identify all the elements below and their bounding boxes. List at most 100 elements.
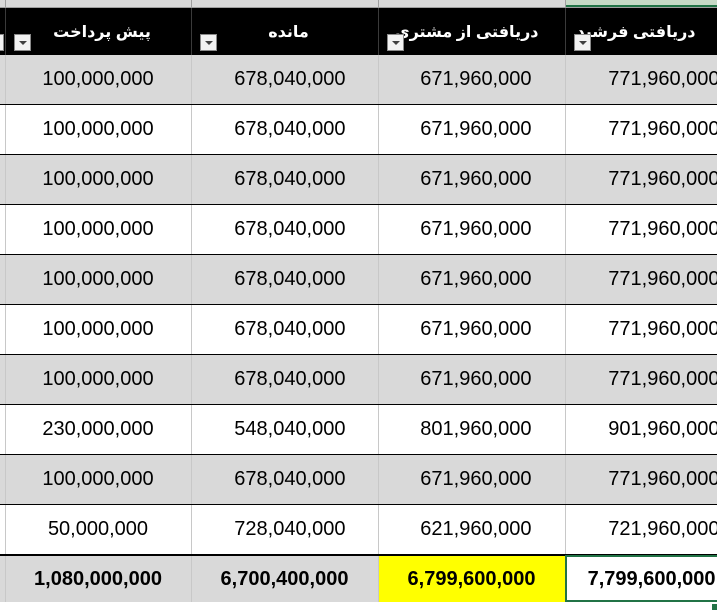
cell-received-from-customer[interactable]: 671,960,000 bbox=[378, 354, 566, 405]
cell-value: 100,000,000 bbox=[42, 318, 154, 340]
cell-partial[interactable] bbox=[0, 55, 6, 105]
table-row: 100,000,000 678,040,000 671,960,000 771,960… bbox=[0, 304, 717, 355]
filter-dropdown-button[interactable] bbox=[13, 34, 31, 51]
cell-value: 621,960,000 bbox=[420, 518, 532, 540]
cell-balance[interactable]: 678,040,000 bbox=[191, 354, 379, 405]
cell-value: 671,960,000 bbox=[420, 268, 532, 290]
cell-partial[interactable] bbox=[0, 404, 6, 455]
cell-received-from-customer[interactable]: 801,960,000 bbox=[378, 404, 566, 455]
cell-prepayment[interactable]: 50,000,000 bbox=[5, 504, 192, 556]
cell-value: 728,040,000 bbox=[234, 518, 346, 540]
cell-value: 678,040,000 bbox=[234, 68, 346, 90]
column-divider bbox=[378, 0, 379, 7]
selected-column-indicator bbox=[566, 0, 717, 7]
cell-partial[interactable] bbox=[0, 154, 6, 205]
cell-partial[interactable] bbox=[0, 304, 6, 355]
total-value: 1,080,000,000 bbox=[34, 567, 162, 590]
cell-value: 100,000,000 bbox=[42, 368, 154, 390]
table-row: 100,000,000 678,040,000 671,960,000 771,960… bbox=[0, 254, 717, 305]
cell-partial[interactable] bbox=[0, 204, 6, 255]
header-cell-received-from-seller[interactable]: دریافتی فرشید bbox=[565, 8, 717, 55]
cell-prepayment[interactable]: 100,000,000 bbox=[5, 304, 192, 355]
total-cell-prepayment[interactable]: 1,080,000,000 bbox=[5, 554, 192, 602]
header-cell-prepayment[interactable]: پیش پرداخت bbox=[5, 8, 192, 55]
cell-received-from-customer[interactable]: 671,960,000 bbox=[378, 254, 566, 305]
cell-prepayment[interactable]: 100,000,000 bbox=[5, 454, 192, 505]
cell-balance[interactable]: 678,040,000 bbox=[191, 55, 379, 105]
cell-value: 771,960,000 bbox=[608, 368, 717, 390]
cell-prepayment[interactable]: 100,000,000 bbox=[5, 204, 192, 255]
cell-received-from-customer[interactable]: 621,960,000 bbox=[378, 504, 566, 556]
cell-value: 678,040,000 bbox=[234, 468, 346, 490]
cell-prepayment[interactable]: 100,000,000 bbox=[5, 254, 192, 305]
cell-balance[interactable]: 548,040,000 bbox=[191, 404, 379, 455]
cell-received-from-seller[interactable]: 771,960,000 bbox=[565, 154, 717, 205]
cell-received-from-customer[interactable]: 671,960,000 bbox=[378, 104, 566, 155]
cell-received-from-customer[interactable]: 671,960,000 bbox=[378, 454, 566, 505]
cell-balance[interactable]: 678,040,000 bbox=[191, 304, 379, 355]
cell-value: 671,960,000 bbox=[420, 168, 532, 190]
filter-dropdown-button[interactable] bbox=[199, 34, 217, 51]
cell-value: 548,040,000 bbox=[234, 418, 346, 440]
total-cell-received-from-seller[interactable]: 7,799,600,000 bbox=[565, 554, 717, 602]
table-row: 100,000,000 678,040,000 671,960,000 771,960… bbox=[0, 354, 717, 405]
cell-balance[interactable]: 678,040,000 bbox=[191, 204, 379, 255]
cell-prepayment[interactable]: 100,000,000 bbox=[5, 154, 192, 205]
total-cell-balance[interactable]: 6,700,400,000 bbox=[191, 554, 379, 602]
cell-value: 901,960,000 bbox=[608, 418, 717, 440]
filter-dropdown-button[interactable] bbox=[573, 34, 591, 51]
cell-partial[interactable] bbox=[0, 254, 6, 305]
header-cell-balance[interactable]: مانده bbox=[191, 8, 379, 55]
cell-prepayment[interactable]: 100,000,000 bbox=[5, 55, 192, 105]
column-header-strip bbox=[0, 0, 717, 8]
cell-prepayment[interactable]: 100,000,000 bbox=[5, 354, 192, 405]
header-label-balance: مانده bbox=[268, 24, 309, 41]
cell-value: 801,960,000 bbox=[420, 418, 532, 440]
cell-received-from-customer[interactable]: 671,960,000 bbox=[378, 304, 566, 355]
cell-partial[interactable] bbox=[0, 354, 6, 405]
cell-value: 678,040,000 bbox=[234, 118, 346, 140]
filter-dropdown-button[interactable] bbox=[0, 34, 4, 51]
cell-balance[interactable]: 678,040,000 bbox=[191, 154, 379, 205]
cell-received-from-customer[interactable]: 671,960,000 bbox=[378, 154, 566, 205]
cell-received-from-customer[interactable]: 671,960,000 bbox=[378, 55, 566, 105]
cell-partial[interactable] bbox=[0, 104, 6, 155]
cell-received-from-seller[interactable]: 771,960,000 bbox=[565, 454, 717, 505]
cell-partial[interactable] bbox=[0, 454, 6, 505]
total-value: 7,799,600,000 bbox=[587, 567, 716, 590]
header-cell-received-from-customer[interactable]: دریافتی از مشتری bbox=[378, 8, 566, 55]
cell-value: 100,000,000 bbox=[42, 468, 154, 490]
table-row: 50,000,000 728,040,000 621,960,000 721,960,… bbox=[0, 504, 717, 556]
cell-received-from-seller[interactable]: 771,960,000 bbox=[565, 204, 717, 255]
cell-balance[interactable]: 678,040,000 bbox=[191, 454, 379, 505]
cell-prepayment[interactable]: 100,000,000 bbox=[5, 104, 192, 155]
cell-received-from-customer[interactable]: 671,960,000 bbox=[378, 204, 566, 255]
cell-value: 678,040,000 bbox=[234, 168, 346, 190]
cell-received-from-seller[interactable]: 721,960,000 bbox=[565, 504, 717, 556]
cell-value: 671,960,000 bbox=[420, 368, 532, 390]
data-table: پیش پرداخت مانده دریافتی از مشتری دریافت… bbox=[0, 8, 717, 602]
cell-received-from-seller[interactable]: 771,960,000 bbox=[565, 254, 717, 305]
cell-received-from-seller[interactable]: 771,960,000 bbox=[565, 104, 717, 155]
filter-dropdown-button[interactable] bbox=[386, 34, 404, 51]
table-header-row: پیش پرداخت مانده دریافتی از مشتری دریافت… bbox=[0, 8, 717, 55]
cell-received-from-seller[interactable]: 771,960,000 bbox=[565, 354, 717, 405]
cell-value: 100,000,000 bbox=[42, 218, 154, 240]
totals-row: 1,080,000,000 6,700,400,000 6,799,600,000 7… bbox=[0, 554, 717, 602]
cell-partial[interactable] bbox=[0, 554, 6, 602]
header-label-received-from-customer: دریافتی از مشتری bbox=[394, 24, 539, 41]
cell-received-from-seller[interactable]: 771,960,000 bbox=[565, 55, 717, 105]
cell-balance[interactable]: 678,040,000 bbox=[191, 104, 379, 155]
cell-received-from-seller[interactable]: 901,960,000 bbox=[565, 404, 717, 455]
cell-prepayment[interactable]: 230,000,000 bbox=[5, 404, 192, 455]
cell-received-from-seller[interactable]: 771,960,000 bbox=[565, 304, 717, 355]
cell-value: 671,960,000 bbox=[420, 218, 532, 240]
total-cell-received-from-customer[interactable]: 6,799,600,000 bbox=[378, 554, 566, 602]
cell-balance[interactable]: 728,040,000 bbox=[191, 504, 379, 556]
total-value: 6,799,600,000 bbox=[407, 567, 536, 590]
cell-balance[interactable]: 678,040,000 bbox=[191, 254, 379, 305]
fill-handle[interactable] bbox=[711, 603, 717, 611]
cell-value: 771,960,000 bbox=[608, 68, 717, 90]
cell-value: 100,000,000 bbox=[42, 168, 154, 190]
column-divider bbox=[5, 0, 6, 7]
